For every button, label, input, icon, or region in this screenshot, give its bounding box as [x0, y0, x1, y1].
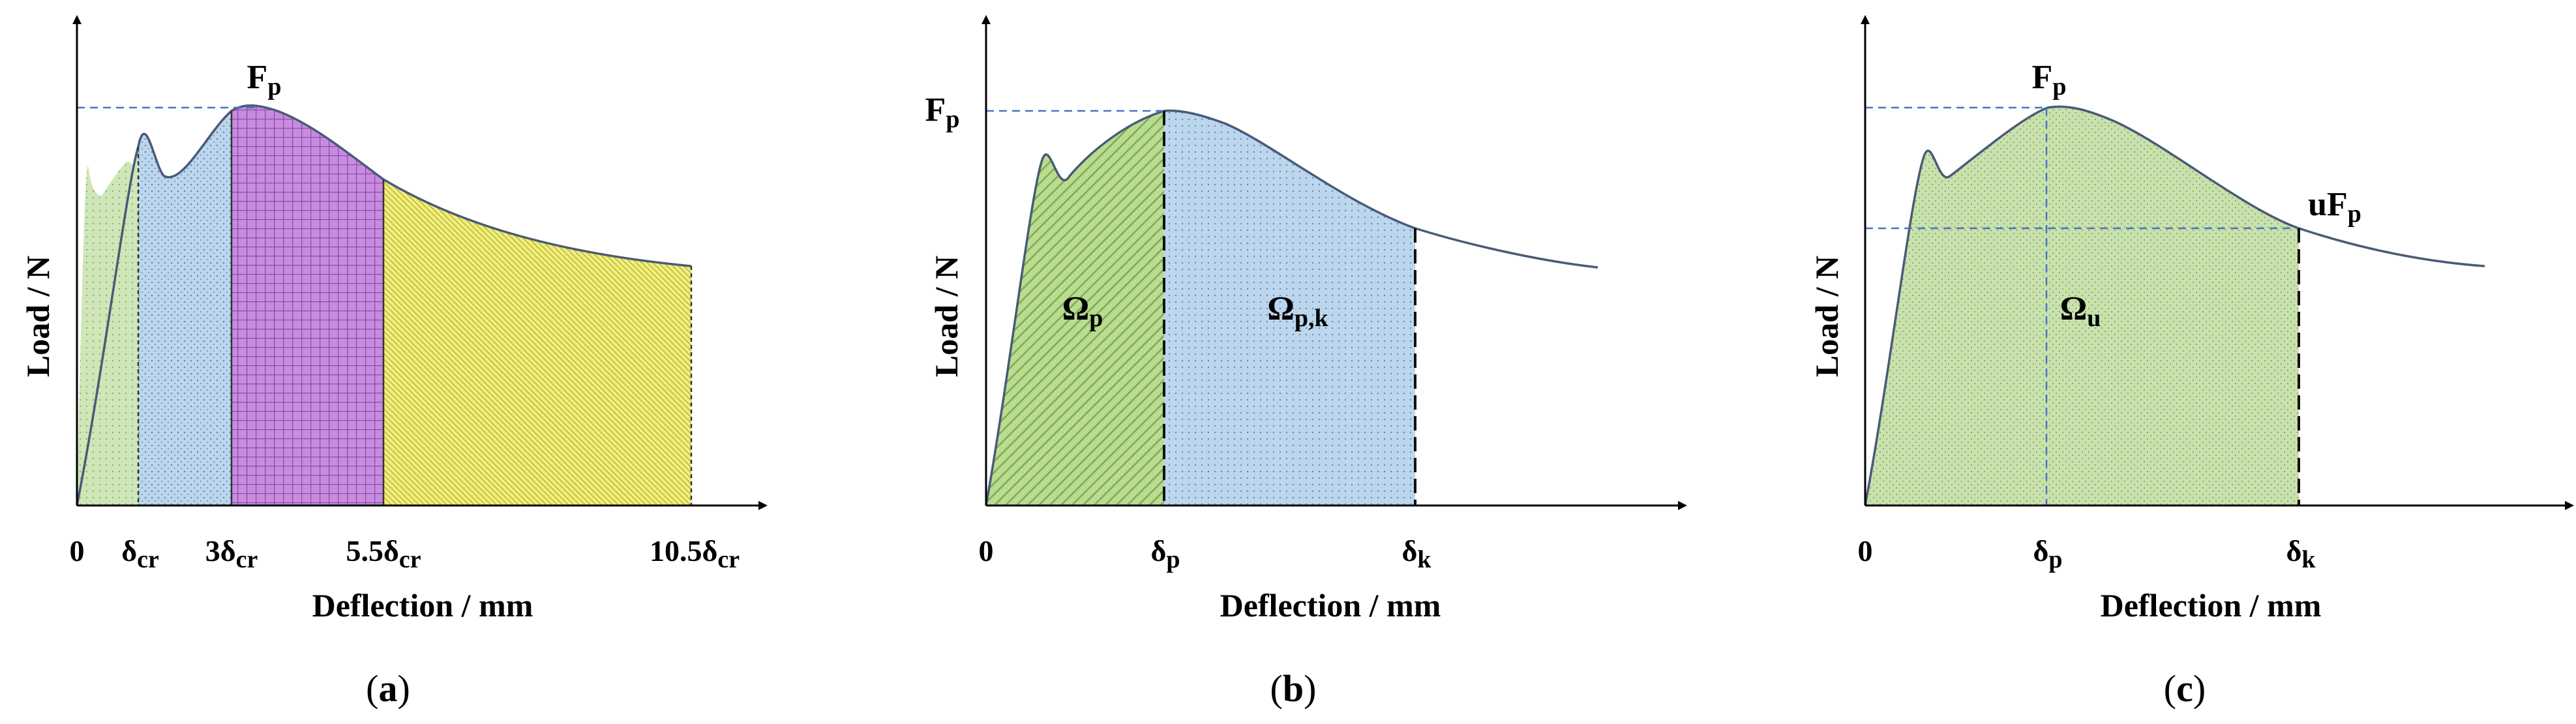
- y-axis-label-a: Load / N: [20, 256, 56, 377]
- region-purple-a: [232, 105, 383, 505]
- region-omega-u: [1865, 106, 2299, 506]
- annotation-fp-a: Fp: [247, 59, 282, 100]
- x-axis-label-b: Deflection / mm: [1220, 587, 1441, 624]
- tick-b-0: 0: [979, 534, 994, 567]
- tick-c-0: 0: [1858, 534, 1873, 567]
- region-blue-a: [138, 111, 232, 505]
- region-yellow-a: [383, 179, 691, 505]
- tick-a-4: 10.5δcr: [650, 534, 740, 573]
- tick-a-1: δcr: [121, 534, 159, 573]
- annotation-fp-b: Fp: [925, 91, 960, 133]
- region-green-a: [77, 147, 138, 505]
- y-axis-label-b: Load / N: [928, 256, 965, 377]
- annotation-ufp-c: uFp: [2308, 186, 2361, 228]
- annotation-fp-c: Fp: [2032, 59, 2067, 100]
- x-axis-label-a: Deflection / mm: [312, 587, 533, 624]
- region-omega-p: [986, 111, 1164, 505]
- tick-a-0: 0: [70, 534, 85, 567]
- caption-a: (a): [366, 667, 410, 710]
- annotation-omega-pk: Ωp,k: [1267, 290, 1328, 332]
- caption-b: (b): [1270, 667, 1317, 710]
- tick-b-2: δk: [1401, 534, 1431, 573]
- load-curve-c: [1864, 105, 2485, 506]
- annotation-omega-p: Ωp: [1062, 290, 1103, 332]
- panel-c: 0 δp δk Fp uFp Ωu Deflection / mm Load /…: [1808, 15, 2574, 710]
- tick-c-1: δp: [2033, 534, 2062, 573]
- x-axis-label-c: Deflection / mm: [2101, 587, 2322, 624]
- caption-c: (c): [2164, 667, 2206, 710]
- region-omega-pk: [1164, 110, 1415, 505]
- tick-b-1: δp: [1150, 534, 1180, 573]
- annotation-omega-u: Ωu: [2060, 290, 2101, 332]
- panel-a: 0 δcr 3δcr 5.5δcr 10.5δcr Fp Deflection …: [20, 15, 768, 710]
- y-axis-label-c: Load / N: [1808, 256, 1845, 377]
- tick-a-2: 3δcr: [205, 534, 258, 573]
- load-curve-a: [76, 104, 692, 506]
- panel-b: 0 δp δk Fp Ωp Ωp,k Deflection / mm Load …: [925, 15, 1687, 710]
- tick-c-2: δk: [2286, 534, 2316, 573]
- tick-a-3: 5.5δcr: [346, 534, 421, 573]
